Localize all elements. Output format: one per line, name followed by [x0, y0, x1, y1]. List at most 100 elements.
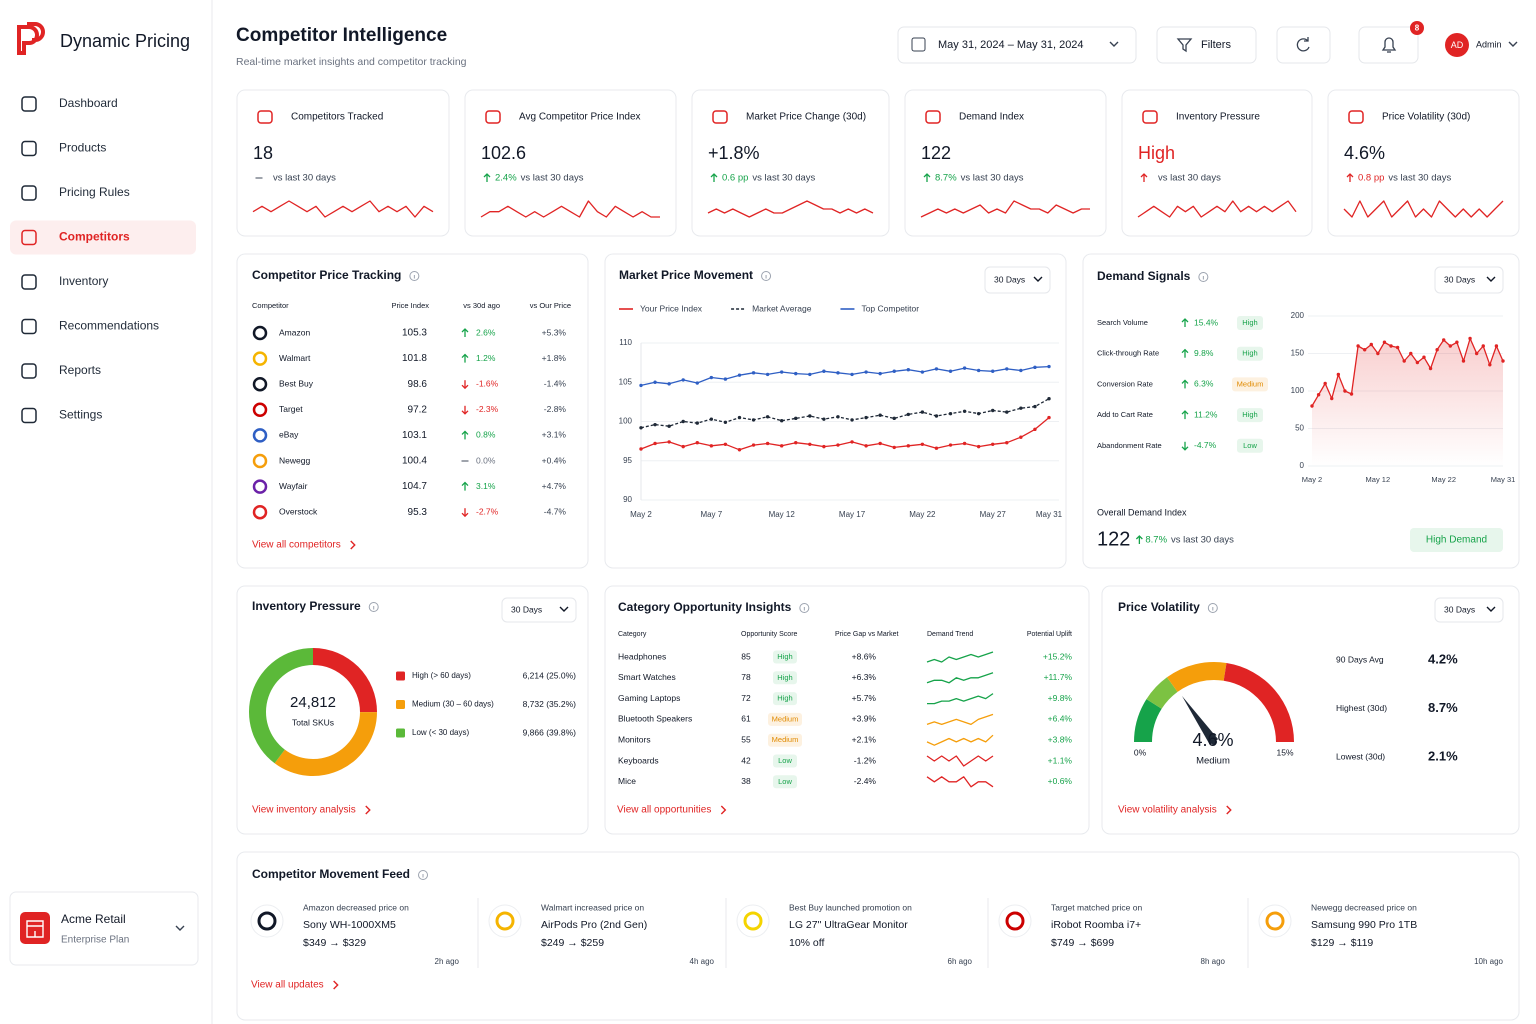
badge	[1237, 316, 1263, 330]
series-line	[640, 417, 1050, 451]
column-header: vs 30d ago	[463, 301, 500, 310]
gauge-max: 15%	[1276, 747, 1293, 757]
nav-icon	[21, 363, 37, 379]
point	[1005, 440, 1009, 445]
kpi-label: Inventory Pressure	[1176, 112, 1260, 123]
nav-item[interactable]: Competitors	[59, 230, 130, 244]
chevron-icon	[1486, 276, 1496, 282]
legend-label: Low (< 30 days)	[412, 728, 469, 737]
feed-action: Target matched price on	[1051, 902, 1142, 912]
account-card[interactable]	[9, 891, 199, 966]
point	[765, 441, 770, 446]
point	[1323, 381, 1327, 386]
notifications-button[interactable]	[1358, 26, 1419, 64]
date-picker[interactable]	[897, 26, 1137, 64]
change-30d: 1.2%	[476, 353, 496, 363]
nav-item[interactable]: Products	[59, 141, 106, 155]
dropdown[interactable]	[1434, 597, 1504, 623]
price-index: 100.4	[402, 456, 427, 467]
gauge-band	[1146, 677, 1178, 709]
change-30d: -2.7%	[476, 506, 499, 516]
point	[991, 369, 995, 373]
category-name: Smart Watches	[618, 672, 676, 682]
potential-uplift: +15.2%	[1043, 651, 1073, 661]
kpi-note: vs last 30 days	[961, 173, 1024, 184]
feed-time: 2h ago	[435, 957, 460, 966]
series-line	[640, 398, 1050, 429]
dropdown[interactable]	[1434, 266, 1504, 294]
point	[653, 441, 657, 446]
kpi-card	[236, 89, 450, 237]
competitor-logo	[252, 376, 268, 392]
feed-detail: $749 → $699	[1051, 937, 1114, 949]
nav-item[interactable]: Inventory	[59, 274, 108, 288]
badge-label: High	[777, 694, 792, 703]
badge	[1237, 346, 1263, 361]
gauge-status: Medium	[1196, 756, 1230, 767]
signal-name: Search Volume	[1097, 318, 1148, 327]
feed-action: Amazon decreased price on	[303, 902, 409, 912]
nav-item[interactable]: Pricing Rules	[59, 185, 130, 199]
point	[667, 382, 671, 386]
competitor-name: Wayfair	[279, 481, 308, 491]
feed-product: LG 27" UltraGear Monitor	[789, 919, 908, 931]
badge-label: High	[1242, 410, 1257, 419]
dropdown[interactable]	[501, 597, 577, 623]
arrow-icon	[1181, 446, 1189, 451]
info-icon	[799, 603, 810, 613]
filters-button[interactable]	[1156, 26, 1257, 64]
vs-our-price: -1.4%	[544, 378, 567, 388]
vs-our-price: -4.7%	[544, 506, 567, 516]
page-subtitle: Real-time market insights and competitor…	[236, 56, 467, 68]
nav-item[interactable]: Dashboard	[59, 96, 118, 110]
sparkline	[480, 200, 660, 218]
kpi-icon	[712, 110, 728, 124]
column-header: Category	[618, 631, 647, 638]
user-name: Admin	[1476, 39, 1502, 49]
x-tick-label: May 31	[1036, 510, 1063, 519]
kpi-value: +1.8%	[708, 143, 760, 163]
nav-icon	[21, 318, 37, 335]
arrow-icon	[461, 410, 469, 415]
x-tick-label: May 12	[1366, 475, 1391, 484]
point	[1019, 368, 1023, 373]
legend-label: Market Average	[752, 303, 812, 313]
nav-item[interactable]: Reports	[59, 363, 101, 377]
vs-our-price: +0.4%	[542, 455, 567, 465]
y-tick-label: 0	[1300, 461, 1305, 470]
potential-uplift: +9.8%	[1048, 693, 1073, 703]
link[interactable]: View all competitors	[252, 540, 341, 551]
nav-item[interactable]: Settings	[59, 408, 102, 422]
dropdown-label: 30 Days	[994, 274, 1025, 284]
point	[1019, 435, 1023, 439]
kpi-note: vs last 30 days	[752, 173, 815, 184]
opportunity-score: 85	[741, 651, 751, 661]
price-gap: +5.7%	[852, 693, 877, 703]
avatar[interactable]	[1445, 33, 1469, 57]
link[interactable]: View volatility analysis	[1118, 805, 1217, 816]
link[interactable]: View inventory analysis	[252, 805, 356, 816]
kpi-card	[691, 89, 890, 237]
point	[850, 418, 854, 422]
link[interactable]: View all updates	[251, 980, 324, 991]
dropdown[interactable]	[984, 266, 1051, 294]
kpi-change: 0.6 pp	[722, 173, 748, 184]
info-icon	[1207, 603, 1218, 613]
feed-detail: 10% off	[789, 937, 824, 949]
point	[681, 419, 685, 424]
price-gap: -1.2%	[854, 755, 877, 765]
arrow-icon	[1135, 535, 1143, 540]
nav-item[interactable]: Recommendations	[59, 319, 159, 333]
competitor-logo	[252, 453, 268, 469]
area	[1312, 338, 1503, 466]
stat-value: 8.7%	[1428, 700, 1458, 715]
card-title: Competitor Price Tracking	[252, 268, 401, 282]
link[interactable]: View all opportunities	[617, 805, 711, 816]
point	[723, 420, 728, 424]
refresh-button[interactable]	[1276, 26, 1331, 64]
point	[1481, 344, 1485, 348]
point	[1474, 351, 1479, 356]
kpi-label: Demand Index	[959, 112, 1024, 123]
signal-name: Conversion Rate	[1097, 379, 1153, 388]
sparkline	[1137, 200, 1297, 218]
